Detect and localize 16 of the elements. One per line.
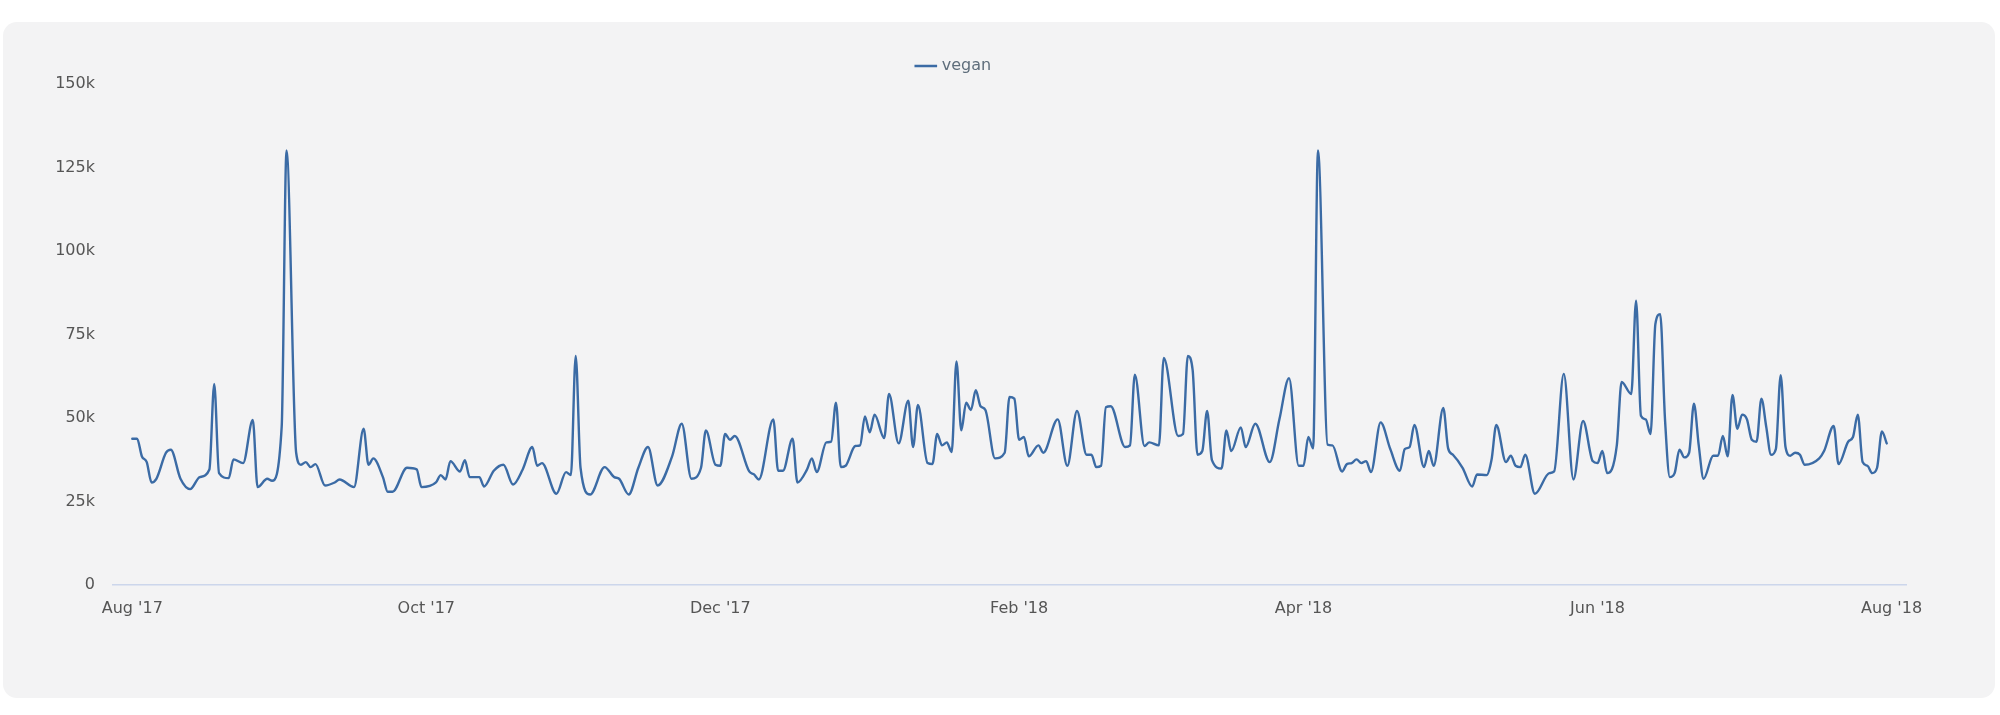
x-tick-label: Dec '17 xyxy=(689,597,751,617)
y-tick-label: 75k xyxy=(65,323,96,343)
y-tick-label: 0 xyxy=(84,574,95,594)
x-tick-label: Aug '17 xyxy=(101,597,163,617)
x-tick-label: Apr '18 xyxy=(1274,597,1333,617)
line-series xyxy=(131,149,1888,496)
x-tick-label: Jun '18 xyxy=(1569,597,1625,617)
x-tick-label: Aug '18 xyxy=(1860,597,1923,617)
y-tick-label: 150k xyxy=(55,73,96,93)
y-tick-label: 50k xyxy=(65,407,96,427)
y-tick-label: 100k xyxy=(55,240,96,260)
x-tick-label: Feb '18 xyxy=(990,597,1049,617)
y-tick-label: 125k xyxy=(55,156,96,176)
x-tick-label: Oct '17 xyxy=(397,597,456,617)
y-tick-label: 25k xyxy=(65,490,96,510)
legend-label: vegan xyxy=(941,55,992,75)
